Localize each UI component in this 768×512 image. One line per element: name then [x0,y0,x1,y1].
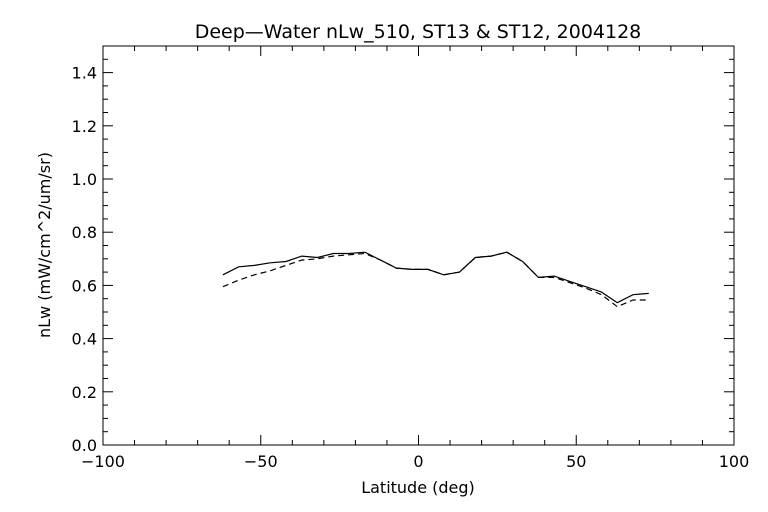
y-tick-label: 0.2 [72,383,97,402]
x-axis-label: Latitude (deg) [361,478,475,497]
series-line-dashed [222,251,649,308]
x-tick-label: 0 [413,452,423,471]
plot-frame [102,45,735,446]
y-tick-label: 1.4 [72,64,97,83]
chart-title: Deep—Water nLw_510, ST13 & ST12, 2004128 [195,21,642,43]
y-tick-label: 0.8 [72,223,97,242]
y-tick-label: 0.6 [72,276,97,295]
y-tick-label: 1.0 [72,170,97,189]
y-tick-label: 0.4 [72,330,97,349]
axis-ticks [102,45,735,446]
tick-labels: −100 −50 0 50 100 0.0 0.2 0.4 0.6 0.8 1.0 1.2 1.4 [72,64,750,471]
series-group [222,251,649,308]
x-tick-label: −50 [244,452,278,471]
y-tick-label: 1.2 [72,117,97,136]
x-tick-label: −100 [81,452,125,471]
series-line-solid [222,251,649,304]
x-tick-label: 50 [566,452,586,471]
x-tick-label: 100 [719,452,750,471]
y-tick-label: 0.0 [72,436,97,455]
y-axis-label: nLw (mW/cm^2/um/sr) [35,152,54,338]
